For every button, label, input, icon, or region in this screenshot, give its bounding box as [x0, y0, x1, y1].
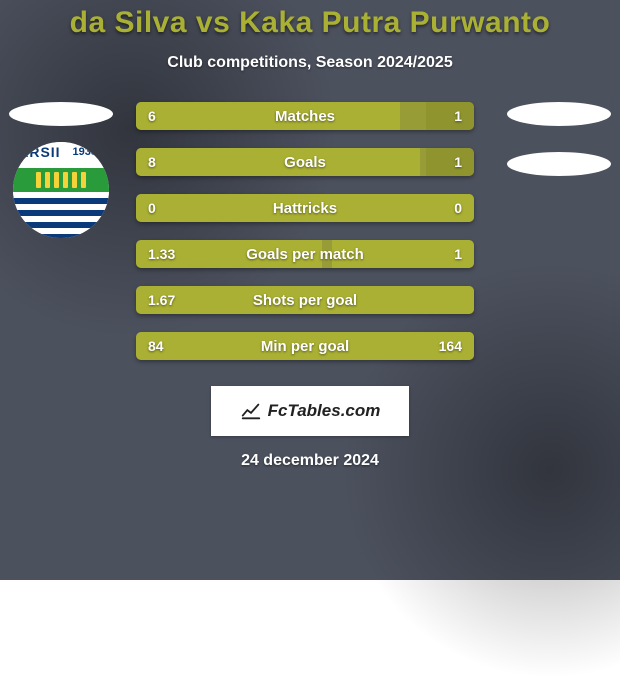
subtitle: Club competitions, Season 2024/2025 [0, 54, 620, 72]
stat-row: Goals81 [136, 148, 474, 176]
page-title: da Silva vs Kaka Putra Purwanto [0, 6, 620, 40]
stat-row: Matches61 [136, 102, 474, 130]
stat-row: Shots per goal1.67 [136, 286, 474, 314]
stats-bars: Matches61 Goals81 Hattricks00 Goals per mat… [136, 102, 474, 360]
stat-row: Hattricks00 [136, 194, 474, 222]
badge-text: ERSII [19, 144, 61, 160]
player-right-column [504, 102, 614, 176]
club-badge: ERSII 1933 [13, 142, 109, 238]
stat-row: Min per goal84164 [136, 332, 474, 360]
stat-row: Goals per match1.331 [136, 240, 474, 268]
player-right-flag-oval-1 [507, 102, 611, 126]
badge-year: 1933 [73, 146, 97, 158]
player-left-column: ERSII 1933 [6, 102, 116, 238]
chart-icon [240, 400, 262, 422]
source-logo-text: FcTables.com [268, 401, 381, 421]
date-label: 24 december 2024 [0, 452, 620, 470]
player-right-flag-oval-2 [507, 152, 611, 176]
source-logo-box: FcTables.com [211, 386, 409, 436]
player-left-flag-oval [9, 102, 113, 126]
